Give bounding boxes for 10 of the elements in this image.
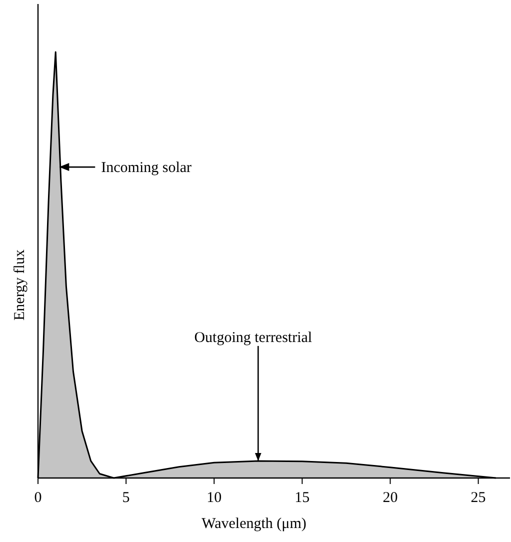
x-tick-label: 5	[122, 490, 130, 506]
y-axis-title: Energy flux	[12, 249, 28, 320]
x-axis-title: Wavelength (μm)	[202, 516, 306, 532]
annotation: Outgoing terrestrial	[194, 330, 312, 346]
x-tick-label: 10	[206, 490, 222, 506]
x-tick-label: 25	[470, 490, 486, 506]
x-tick-label: 15	[294, 490, 310, 506]
annotation: Incoming solar	[101, 160, 192, 176]
x-tick-label: 20	[382, 490, 398, 506]
x-tick-label: 0	[34, 490, 42, 506]
